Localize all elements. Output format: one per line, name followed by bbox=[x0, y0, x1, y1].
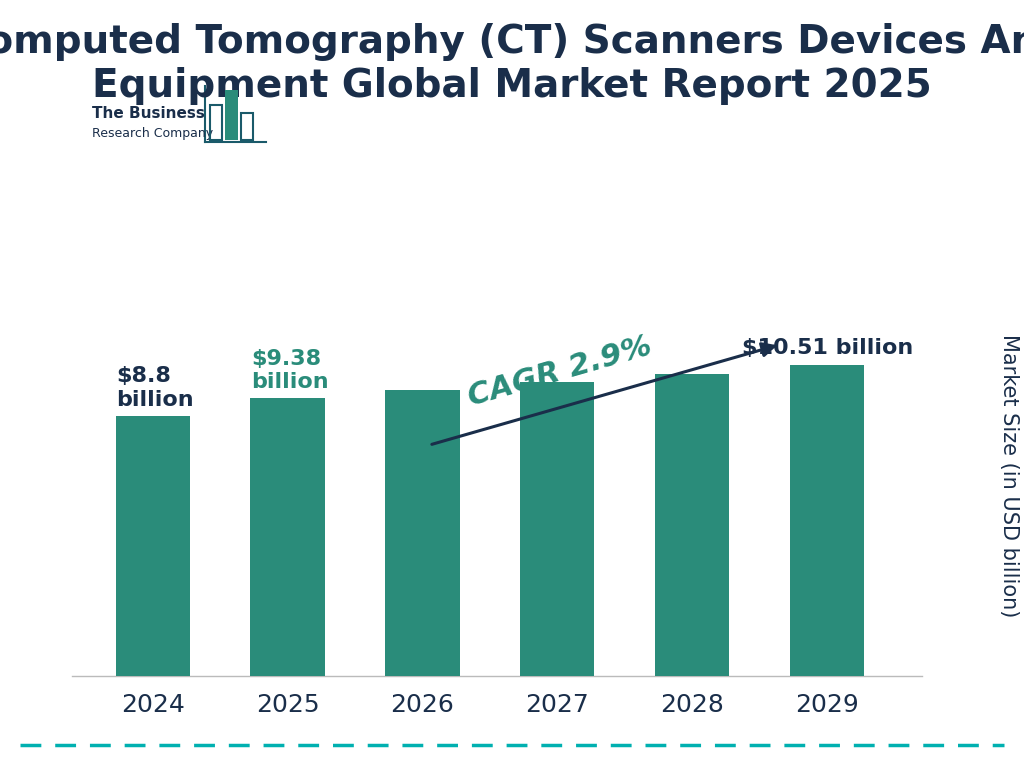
Text: Market Size (in USD billion): Market Size (in USD billion) bbox=[998, 335, 1019, 617]
Bar bbox=[791, 365, 864, 676]
Text: $10.51 billion: $10.51 billion bbox=[741, 337, 912, 358]
Bar bbox=[251, 399, 325, 676]
Bar bbox=[116, 415, 189, 676]
Bar bbox=[520, 382, 595, 676]
Text: $9.38
billion: $9.38 billion bbox=[251, 349, 329, 392]
Bar bbox=[385, 390, 460, 676]
Text: Computed Tomography (CT) Scanners Devices And
Equipment Global Market Report 202: Computed Tomography (CT) Scanners Device… bbox=[0, 23, 1024, 105]
Text: $8.8
billion: $8.8 billion bbox=[116, 366, 194, 409]
Bar bbox=[655, 373, 729, 676]
Text: Research Company: Research Company bbox=[92, 127, 213, 140]
Text: The Business: The Business bbox=[92, 106, 205, 121]
Text: CAGR 2.9%: CAGR 2.9% bbox=[465, 332, 655, 412]
